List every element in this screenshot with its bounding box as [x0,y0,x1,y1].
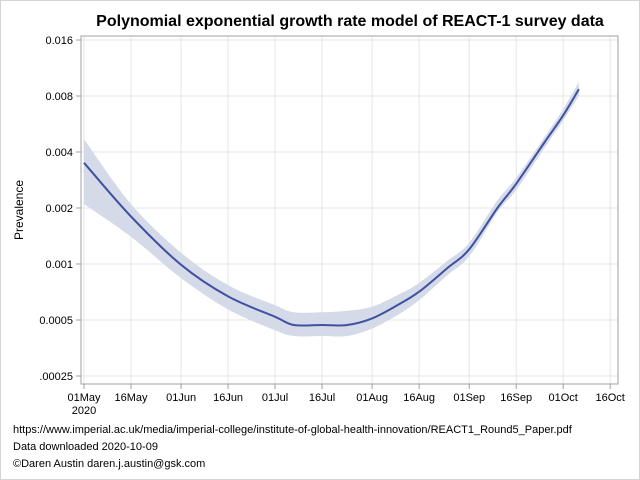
footnote-author: ©Daren Austin daren.j.austin@gsk.com [13,458,206,470]
series-line [83,88,580,327]
y-tick-label: .00025 [39,371,73,383]
x-tick-label: 16Jun [213,392,243,404]
x-tick-label: 01Sep [453,392,485,404]
y-tick-label: 0.0005 [39,315,73,327]
plot-area [80,35,619,385]
y-tick-label: 0.016 [45,35,73,47]
footnote-download-date: Data downloaded 2020-10-09 [13,441,158,453]
x-tick-label: 16Oct [595,392,624,404]
x-tick-label: 01Jul [262,392,288,404]
confidence-band [84,82,579,337]
x-tick-label: 01May [67,392,101,404]
chart-title: Polynomial exponential growth rate model… [96,13,604,30]
footnote-source-url: https://www.imperial.ac.uk/media/imperia… [13,424,572,436]
y-tick-label: 0.002 [45,203,73,215]
x-tick-label: 16Jul [309,392,335,404]
y-tick-label: 0.004 [45,147,73,159]
y-axis: 0.016 0.008 0.004 0.002 0.001 0.0005 .00025 [39,35,81,383]
x-tick-label: 01Aug [356,392,388,404]
x-tick-sublabel: 2020 [72,405,96,417]
x-tick-label: 16May [114,392,148,404]
x-tick-label: 01Jun [166,392,196,404]
y-axis-label: Prevalence [12,180,26,240]
x-tick-label: 16Aug [403,392,435,404]
y-tick-label: 0.008 [45,91,73,103]
x-tick-label: 01Oct [549,392,578,404]
y-tick-label: 0.001 [45,259,73,271]
x-tick-label: 16Sep [500,392,532,404]
